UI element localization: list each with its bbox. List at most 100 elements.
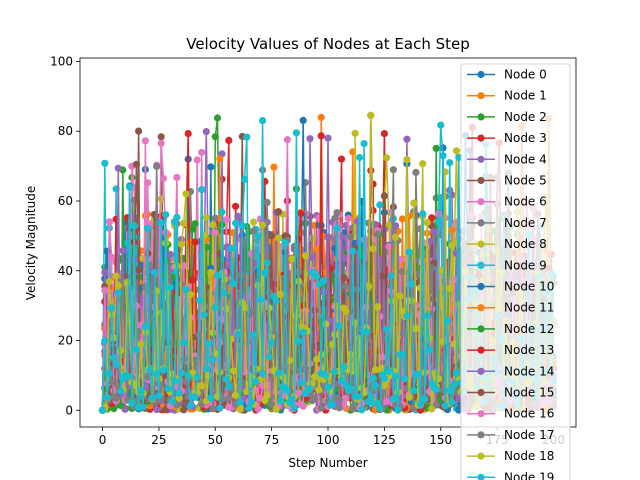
point-node-18-37 [182, 190, 190, 198]
point-node-2-50 [211, 133, 219, 141]
point-node-17-36 [180, 356, 188, 364]
point-node-19-87 [295, 337, 303, 345]
point-node-18-120 [369, 245, 377, 253]
point-node-18-61 [236, 405, 244, 414]
point-node-17-139 [412, 168, 420, 176]
point-node-18-108 [342, 308, 350, 316]
point-node-19-15 [132, 345, 140, 353]
x-tick-label-2: 50 [208, 433, 223, 447]
y-tick-label-1: 20 [58, 334, 73, 348]
point-node-19-66 [247, 398, 255, 406]
point-node-15-52 [216, 250, 224, 258]
x-axis-label: Step Number [288, 456, 367, 470]
point-node-4-46 [202, 128, 210, 136]
point-node-19-98 [319, 277, 328, 285]
point-node-19-19 [141, 323, 149, 331]
point-node-16-4 [108, 253, 116, 261]
legend-label-5: Node 5 [504, 174, 547, 188]
point-node-6-33 [173, 173, 181, 182]
point-node-19-14 [130, 222, 138, 230]
point-node-19-78 [274, 369, 282, 377]
legend-marker-0 [477, 70, 485, 79]
point-node-19-70 [256, 295, 264, 304]
point-node-19-144 [423, 312, 431, 320]
point-node-18-74 [265, 304, 273, 312]
point-node-19-59 [232, 219, 240, 227]
y-tick-label-5: 100 [50, 54, 73, 68]
legend-marker-16 [477, 410, 485, 418]
point-node-14-92 [306, 135, 314, 143]
point-node-13-38 [184, 130, 192, 138]
point-node-19-151 [439, 152, 447, 160]
point-node-18-11 [123, 278, 131, 287]
legend-label-18: Node 18 [504, 449, 554, 463]
x-tick-label-0: 0 [99, 433, 107, 447]
point-node-8-67 [250, 218, 258, 226]
point-node-6-42 [193, 156, 201, 164]
point-node-19-28 [162, 211, 170, 219]
point-node-19-54 [220, 289, 228, 297]
point-node-8-26 [157, 195, 165, 203]
point-node-19-140 [414, 370, 422, 378]
point-node-19-13 [128, 399, 136, 407]
point-node-6-55 [222, 216, 231, 224]
point-node-19-12 [126, 183, 134, 191]
point-node-19-71 [259, 370, 267, 378]
point-node-17-104 [333, 209, 341, 217]
point-node-16-50 [211, 228, 219, 236]
point-node-1-97 [317, 113, 325, 121]
point-node-19-127 [385, 367, 393, 376]
point-node-17-49 [209, 405, 217, 413]
point-node-19-30 [166, 283, 174, 292]
point-node-18-151 [439, 338, 447, 346]
point-node-14-107 [340, 254, 348, 262]
point-node-18-63 [241, 303, 249, 312]
point-node-9-1 [101, 159, 109, 167]
point-node-3-125 [380, 130, 388, 138]
point-node-17-47 [204, 302, 213, 311]
point-node-3-146 [428, 214, 436, 222]
point-node-19-17 [137, 386, 145, 394]
point-node-19-46 [202, 365, 210, 373]
y-axis-label: Velocity Magnitude [24, 186, 38, 300]
point-node-4-100 [324, 134, 332, 142]
point-node-19-58 [229, 280, 237, 288]
point-node-19-74 [265, 353, 273, 361]
point-node-19-23 [150, 268, 158, 276]
point-node-18-44 [198, 382, 206, 390]
legend-label-11: Node 11 [504, 301, 554, 315]
point-node-19-73 [263, 259, 271, 267]
legend-marker-5 [477, 176, 485, 185]
legend-label-2: Node 2 [504, 110, 547, 124]
point-node-19-35 [177, 369, 186, 377]
point-node-19-136 [405, 248, 413, 256]
point-node-17-73 [263, 198, 271, 206]
point-node-19-25 [155, 392, 163, 400]
point-node-8-46 [202, 213, 210, 222]
point-node-18-122 [374, 303, 382, 311]
point-node-19-68 [252, 378, 260, 386]
point-node-12-41 [191, 220, 199, 228]
point-node-15-16 [135, 266, 143, 274]
point-node-19-5 [110, 354, 118, 362]
point-node-19-34 [175, 389, 183, 397]
point-node-19-111 [349, 247, 357, 255]
legend-label-6: Node 6 [504, 195, 547, 209]
point-node-18-96 [315, 386, 323, 394]
point-node-19-143 [421, 395, 429, 403]
point-node-18-59 [232, 391, 240, 399]
point-node-17-105 [335, 404, 343, 412]
point-node-19-0 [98, 406, 107, 414]
point-node-8-157 [452, 147, 461, 155]
point-node-16-3 [105, 218, 113, 226]
point-node-19-104 [333, 224, 341, 232]
y-tick-label-2: 40 [58, 264, 73, 278]
point-node-19-44 [198, 186, 206, 194]
y-tick-label-0: 0 [65, 403, 73, 417]
point-node-17-122 [374, 230, 382, 238]
point-node-17-134 [401, 329, 409, 337]
legend-marker-6 [477, 198, 485, 206]
point-node-19-33 [173, 213, 181, 221]
legend-marker-18 [477, 452, 485, 460]
